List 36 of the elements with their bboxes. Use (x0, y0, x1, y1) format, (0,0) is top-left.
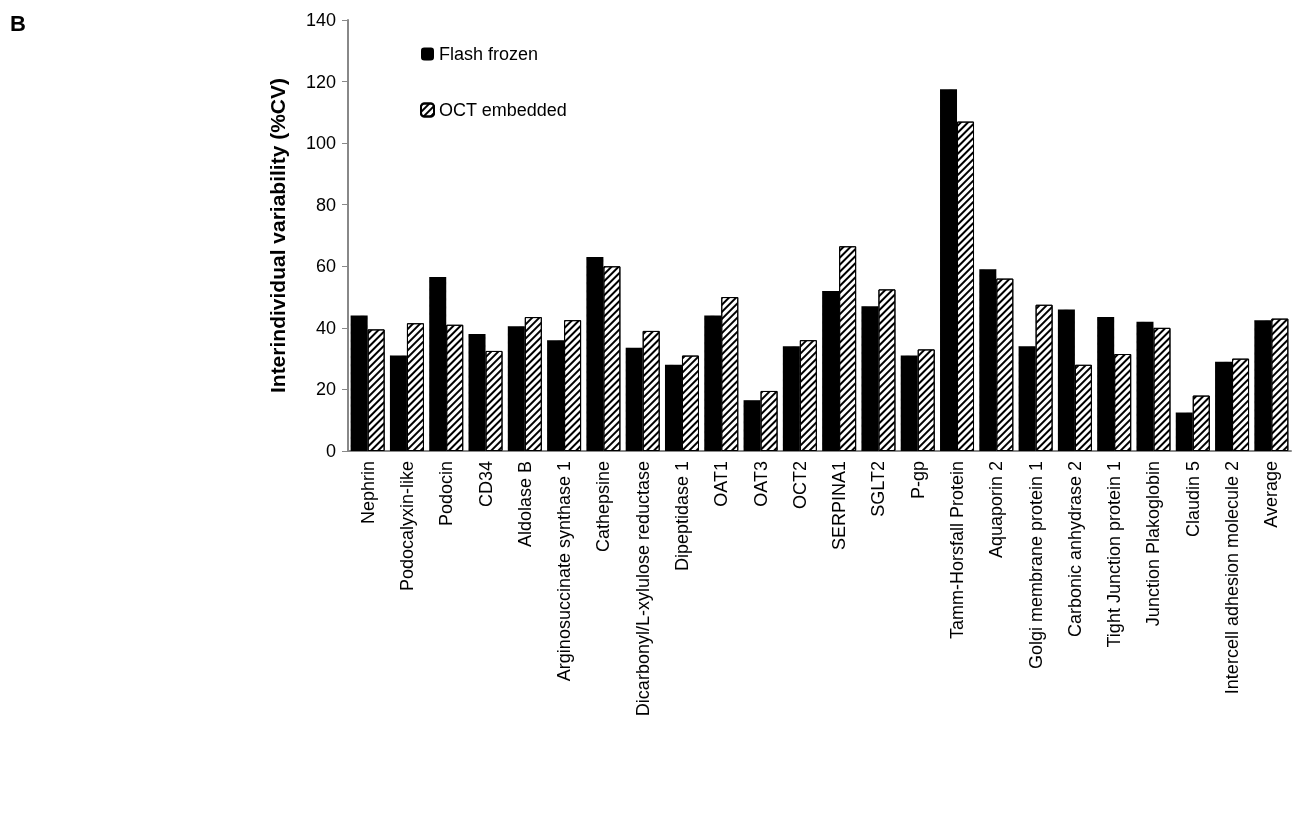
x-tick-label: Average (1261, 461, 1282, 528)
x-tick-label: Aquaporin 2 (986, 461, 1007, 559)
x-tick-label: Podocin (436, 461, 457, 527)
x-tick-label: P-gp (907, 461, 928, 500)
x-tick-label: Aldolase B (514, 461, 535, 548)
x-tick-label: CD34 (475, 461, 496, 508)
y-tick-label: 100 (305, 133, 336, 154)
x-tick-label: Claudin 5 (1182, 461, 1203, 538)
y-tick-label: 80 (315, 194, 336, 215)
x-tick-label: SERPINA1 (829, 461, 850, 551)
y-tick-label: 60 (315, 256, 336, 277)
y-tick-label: 40 (315, 317, 336, 338)
legend-label: OCT embedded (439, 100, 567, 120)
x-tick-label: Arginosuccinate synthase 1 (554, 461, 575, 682)
x-tick-label: Junction Plakoglobin (1143, 461, 1164, 627)
y-tick-label: 0 (325, 441, 336, 461)
x-tick-label: Nephrin (357, 461, 378, 525)
legend-label: Flash frozen (439, 44, 539, 64)
text: B (10, 10, 26, 36)
x-tick-label: Podocalyxin-like (396, 461, 417, 592)
x-tick-label: Carbonic anhydrase 2 (1064, 461, 1085, 638)
y-tick-label: 20 (315, 379, 336, 400)
x-tick-label: SGLT2 (868, 461, 889, 517)
x-tick-label: Intercell adhesion molecule 2 (1222, 461, 1243, 695)
x-tick-label: Dicarbonyl/L-xylulose reductase (632, 461, 653, 717)
x-tick-label: OCT2 (789, 461, 810, 510)
x-tick-label: Cathepsine (593, 461, 614, 553)
y-tick-label: 120 (305, 71, 336, 92)
y-axis-title: Interindividual variability (%CV) (266, 77, 289, 394)
x-tick-label: OAT1 (711, 461, 732, 507)
x-tick-label: Tamm-Horsfall Protein (947, 461, 968, 640)
y-tick-label: 140 (305, 10, 336, 30)
x-tick-label: Dipeptidase 1 (671, 461, 692, 572)
x-tick-label: Golgi membrane protein 1 (1025, 461, 1046, 670)
x-tick-label: Tight Junction protein 1 (1104, 461, 1125, 648)
x-tick-label: OAT3 (750, 461, 771, 507)
